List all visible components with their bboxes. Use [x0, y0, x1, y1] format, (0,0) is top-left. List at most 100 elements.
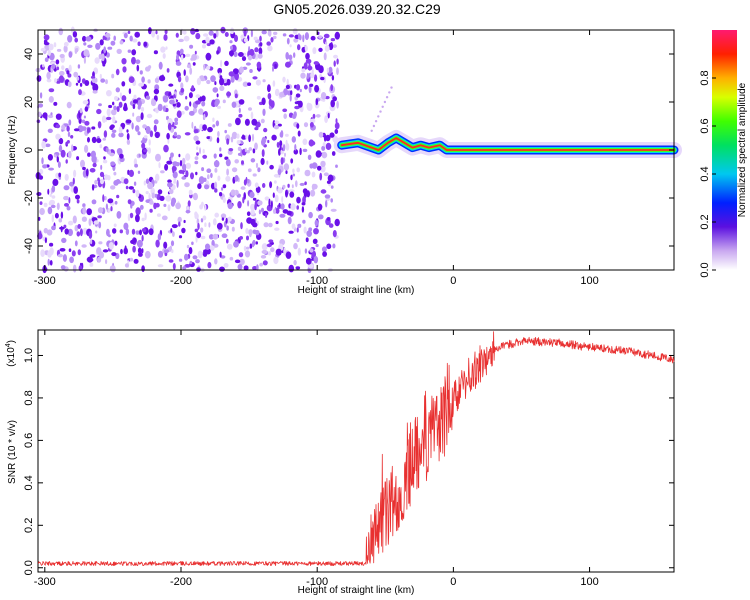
noise-speck	[225, 158, 231, 167]
noise-speck	[318, 65, 324, 74]
noise-speck	[51, 63, 56, 70]
noise-speck	[111, 129, 117, 133]
noise-speck	[228, 71, 235, 77]
noise-speck	[317, 31, 320, 35]
noise-speck	[135, 125, 140, 132]
noise-speck	[196, 77, 201, 86]
noise-speck	[223, 82, 228, 86]
y-tick-label: 0.2	[23, 518, 35, 533]
noise-speck	[50, 112, 53, 116]
noise-speck	[185, 209, 191, 214]
noise-speck	[73, 128, 80, 132]
noise-speck	[55, 133, 61, 140]
noise-speck	[84, 144, 89, 153]
noise-speck	[155, 239, 160, 248]
noise-speck	[234, 34, 238, 43]
noise-speck	[101, 53, 105, 62]
noise-speck	[324, 194, 331, 199]
noise-speck	[87, 152, 91, 157]
noise-speck	[192, 192, 198, 201]
noise-speck	[96, 138, 102, 144]
noise-speck	[161, 215, 168, 221]
noise-speck	[302, 219, 306, 224]
noise-speck	[193, 135, 199, 142]
noise-speck	[51, 225, 56, 231]
noise-speck	[273, 173, 280, 178]
noise-speck	[97, 177, 100, 182]
noise-speck	[259, 262, 264, 267]
noise-speck	[153, 202, 157, 210]
noise-speck	[127, 199, 132, 205]
noise-speck	[206, 65, 211, 70]
noise-speck	[315, 150, 322, 158]
noise-speck	[90, 150, 96, 159]
tone-track	[333, 130, 682, 158]
noise-speck	[238, 258, 245, 266]
noise-speck	[273, 125, 279, 130]
noise-speck	[89, 168, 96, 173]
noise-speck	[187, 200, 191, 208]
noise-speck	[295, 180, 298, 188]
noise-speck	[269, 181, 273, 189]
noise-speck	[310, 72, 315, 79]
noise-speck	[67, 35, 73, 43]
noise-speck	[135, 207, 141, 216]
noise-speck	[196, 232, 202, 239]
noise-speck	[274, 180, 277, 184]
noise-speck	[320, 160, 326, 168]
noise-speck	[230, 75, 235, 83]
noise-speck	[46, 78, 52, 83]
noise-speck	[73, 186, 78, 194]
noise-speck	[214, 181, 218, 189]
noise-speck	[245, 62, 251, 66]
noise-speck	[66, 70, 70, 75]
noise-speck	[219, 266, 225, 272]
noise-speck	[275, 207, 280, 214]
noise-speck	[202, 124, 208, 131]
noise-speck	[248, 107, 252, 111]
noise-speck	[67, 131, 71, 138]
noise-speck	[182, 157, 186, 165]
noise-speck	[77, 249, 82, 256]
noise-speck	[132, 112, 135, 117]
noise-speck	[105, 259, 108, 264]
noise-speck	[126, 133, 130, 140]
noise-speck	[116, 106, 120, 112]
noise-speck	[170, 240, 175, 247]
noise-speck	[249, 191, 255, 199]
noise-speck	[41, 157, 44, 165]
snr-scale-exponent: 4	[5, 343, 12, 347]
noise-speck	[240, 186, 246, 190]
noise-speck	[299, 182, 305, 186]
noise-speck	[260, 157, 265, 166]
noise-speck	[305, 58, 312, 64]
noise-speck	[216, 50, 220, 55]
noise-speck	[207, 126, 213, 133]
noise-speck	[297, 130, 301, 137]
noise-speck	[88, 258, 94, 262]
noise-speck	[247, 82, 252, 86]
noise-speck	[307, 154, 312, 160]
noise-speck	[184, 182, 190, 188]
x-tick-label: -100	[306, 275, 328, 287]
noise-speck	[153, 50, 158, 55]
noise-speck	[290, 158, 294, 164]
noise-speck	[237, 152, 243, 156]
noise-speck	[303, 122, 309, 128]
noise-speck	[176, 179, 179, 188]
noise-speck	[153, 88, 160, 95]
noise-speck	[213, 160, 220, 168]
noise-speck	[254, 203, 257, 211]
noise-speck	[278, 148, 281, 156]
noise-speck	[202, 148, 205, 154]
noise-speck	[96, 159, 99, 163]
noise-speck	[278, 202, 281, 208]
noise-speck	[291, 114, 297, 119]
noise-speck	[268, 222, 273, 228]
noise-speck	[81, 216, 87, 222]
noise-speck	[280, 203, 285, 210]
colorbar-tick-label: 0.8	[699, 70, 711, 85]
noise-speck	[199, 204, 204, 210]
trail-dot	[379, 110, 382, 113]
noise-speck	[40, 249, 45, 257]
